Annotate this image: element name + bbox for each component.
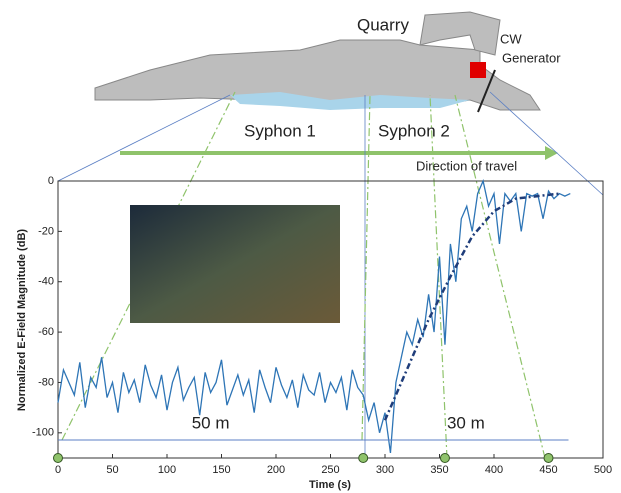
x-tick-label: 350: [430, 464, 448, 476]
x-tick-label: 250: [321, 464, 339, 476]
y-tick-label: -100: [32, 427, 54, 439]
marker: [53, 453, 63, 463]
x-tick-label: 400: [485, 464, 503, 476]
annotation: Generator: [502, 50, 561, 65]
y-tick-label: 0: [48, 175, 54, 187]
cave-diagram: [94, 11, 541, 113]
annotation: Syphon 1: [244, 121, 316, 140]
x-tick-label: 50: [106, 464, 118, 476]
data-line: [57, 178, 571, 454]
annotation: Direction of travel: [416, 158, 517, 173]
marker: [439, 453, 450, 463]
marker: [543, 453, 554, 463]
annotation: 50 m: [192, 413, 230, 432]
annotation: CW: [500, 31, 522, 46]
fit-line: [383, 192, 560, 421]
annotation: Quarry: [357, 15, 409, 34]
x-tick-label: 300: [376, 464, 394, 476]
y-tick-label: -60: [38, 326, 54, 338]
y-tick-label: -20: [38, 225, 54, 237]
x-tick-label: 0: [55, 464, 61, 476]
y-axis-label: Normalized E-Field Magnitude (dB): [16, 229, 28, 411]
annotation: Syphon 2: [378, 121, 450, 140]
x-tick-label: 100: [158, 464, 176, 476]
x-tick-label: 450: [539, 464, 557, 476]
y-tick-label: -80: [38, 376, 54, 388]
marker: [358, 453, 369, 463]
photo-inset: [130, 205, 340, 323]
y-tick-label: -40: [38, 276, 54, 288]
x-tick-label: 150: [212, 464, 230, 476]
x-axis-label: Time (s): [309, 479, 351, 491]
x-tick-label: 200: [267, 464, 285, 476]
x-tick-label: 500: [594, 464, 612, 476]
annotation: 30 m: [447, 413, 485, 432]
